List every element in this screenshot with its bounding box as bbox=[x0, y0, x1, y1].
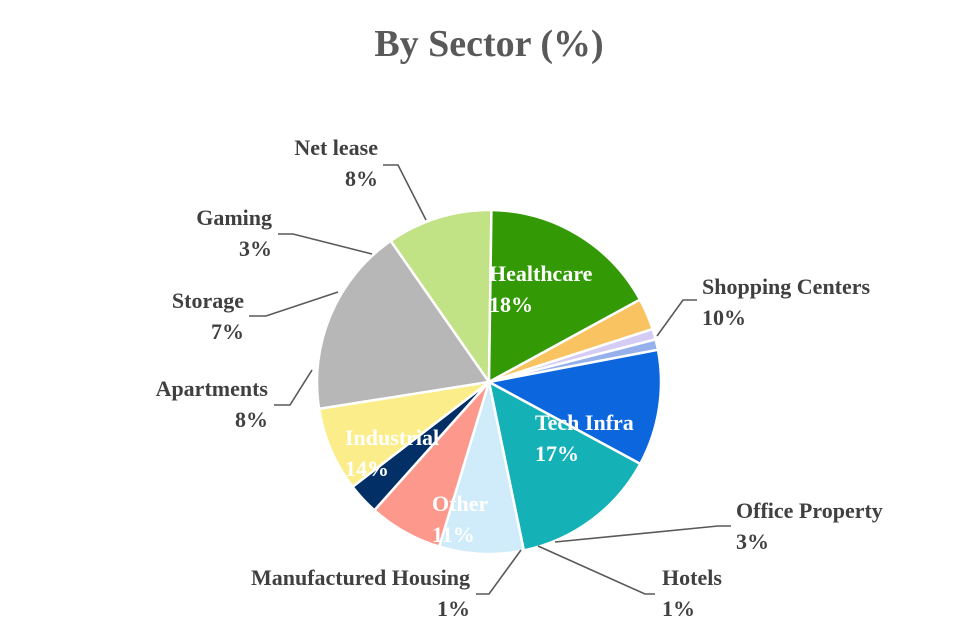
leader-line-manufactured-housing bbox=[476, 549, 522, 595]
leader-lines bbox=[249, 164, 731, 595]
leader-line-apartments bbox=[274, 369, 313, 406]
slice-value-apartments: 8% bbox=[235, 407, 268, 432]
slice-label-gaming: Gaming bbox=[196, 205, 272, 230]
leader-line-gaming bbox=[278, 233, 373, 255]
pie-slice-other bbox=[485, 348, 663, 466]
data-labels: Healthcare 18% Shopping Centers 10% Tech Inf… bbox=[156, 135, 883, 621]
slice-value-healthcare: 18% bbox=[489, 292, 533, 317]
slice-label-storage: Storage bbox=[172, 288, 244, 313]
pie-slice-shopping-centers bbox=[388, 208, 493, 386]
slice-value-storage: 7% bbox=[211, 319, 244, 344]
slice-label-industrial: Industrial bbox=[345, 425, 439, 450]
slice-label-hotels: Hotels bbox=[662, 565, 722, 590]
pie-slices bbox=[315, 208, 663, 556]
leader-line-office-property bbox=[554, 525, 731, 543]
slice-value-shopping-centers: 10% bbox=[702, 305, 746, 330]
slice-value-industrial: 14% bbox=[345, 456, 389, 481]
slice-label-net-lease: Net lease bbox=[294, 135, 378, 160]
leader-line-hotels bbox=[537, 545, 655, 595]
pie-slice-net-lease bbox=[317, 380, 490, 489]
slice-label-office-property: Office Property bbox=[736, 498, 883, 523]
slice-label-apartments: Apartments bbox=[156, 376, 269, 401]
chart-title: By Sector (%) bbox=[374, 23, 604, 65]
slice-value-tech-infra: 17% bbox=[535, 441, 579, 466]
slice-label-shopping-centers: Shopping Centers bbox=[702, 274, 871, 299]
leader-line-storage bbox=[249, 291, 339, 317]
slice-value-other: 11% bbox=[432, 522, 475, 547]
slice-value-office-property: 3% bbox=[736, 529, 769, 554]
slice-value-net-lease: 8% bbox=[345, 166, 378, 191]
slice-value-gaming: 3% bbox=[239, 236, 272, 261]
slice-label-tech-infra: Tech Infra bbox=[535, 410, 634, 435]
slice-value-manufactured-housing: 1% bbox=[437, 596, 470, 621]
leader-line-shopping-centers bbox=[656, 299, 697, 337]
slice-label-healthcare: Healthcare bbox=[489, 261, 593, 286]
slice-label-other: Other bbox=[432, 491, 488, 516]
slice-label-manufactured-housing: Manufactured Housing bbox=[251, 565, 470, 590]
pie-slice-tech-infra bbox=[487, 208, 642, 385]
pie-slice-healthcare bbox=[315, 239, 492, 411]
leader-line-net-lease bbox=[383, 164, 427, 221]
pie-slice-industrial bbox=[487, 379, 642, 552]
slice-value-hotels: 1% bbox=[662, 596, 695, 621]
